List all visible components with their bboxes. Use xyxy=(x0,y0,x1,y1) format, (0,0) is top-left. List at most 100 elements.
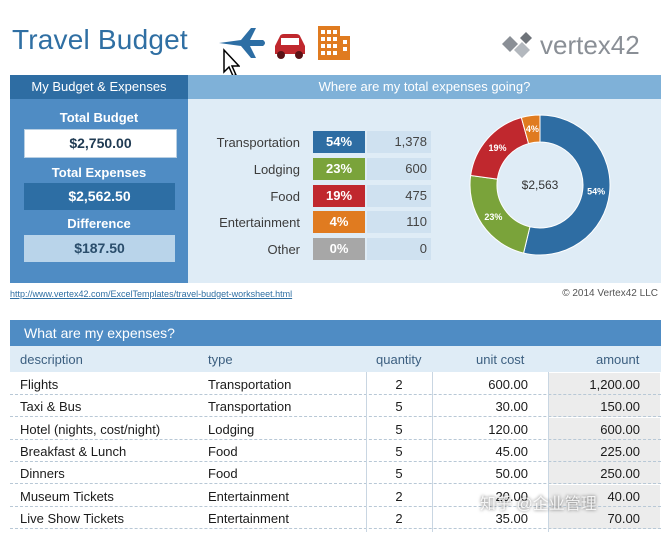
expense-amount[interactable]: 225.00 xyxy=(600,444,640,459)
donut-slice xyxy=(520,114,541,145)
expense-row[interactable] xyxy=(10,395,661,417)
expense-quantity[interactable]: 5 xyxy=(395,444,403,459)
expense-type[interactable]: Entertainment xyxy=(208,489,289,504)
total-budget-input[interactable]: $2,750.00 xyxy=(24,129,177,158)
expenses-donut-chart: 54% 23% 19% 4% $2,563 xyxy=(469,114,611,256)
category-percent: 23% xyxy=(313,158,365,180)
page-title: Travel Budget xyxy=(12,24,188,55)
expense-row[interactable] xyxy=(10,507,661,529)
expense-amount[interactable]: 600.00 xyxy=(600,422,640,437)
vertex42-logo-icon xyxy=(502,32,532,58)
expenses-table-header: What are my expenses? xyxy=(10,320,661,346)
amount-cell-bg xyxy=(548,418,660,440)
expense-unit-cost[interactable]: 45.00 xyxy=(495,444,528,459)
column-divider xyxy=(366,372,367,532)
expense-row[interactable] xyxy=(10,373,661,395)
watermark-text: 知乎 @企业管理 xyxy=(480,496,597,513)
category-value: 0 xyxy=(367,238,431,260)
building-icon xyxy=(318,26,350,60)
expense-row[interactable] xyxy=(10,418,661,440)
total-expenses-value: $2,562.50 xyxy=(24,183,175,210)
expense-description[interactable]: Hotel (nights, cost/night) xyxy=(20,422,161,437)
expense-quantity[interactable]: 5 xyxy=(395,422,403,437)
expense-quantity[interactable]: 2 xyxy=(395,377,403,392)
donut-center-total: $2,563 xyxy=(522,178,559,192)
expense-amount[interactable]: 1,200.00 xyxy=(589,377,640,392)
amount-cell-bg xyxy=(548,485,660,507)
expense-amount[interactable]: 150.00 xyxy=(600,399,640,414)
category-value: 1,378 xyxy=(367,131,431,153)
category-percent: 4% xyxy=(313,211,365,233)
expense-type[interactable]: Entertainment xyxy=(208,511,289,526)
expense-type[interactable]: Food xyxy=(208,444,238,459)
category-value: 110 xyxy=(367,211,431,233)
column-header-unit-cost: unit cost xyxy=(476,352,525,367)
category-name: Lodging xyxy=(253,162,300,177)
my-budget-header: My Budget & Expenses xyxy=(10,75,188,99)
column-header-type: type xyxy=(208,352,233,367)
expense-row[interactable] xyxy=(10,440,661,462)
category-name: Other xyxy=(267,242,300,257)
category-name: Transportation xyxy=(216,135,300,150)
expense-description[interactable]: Taxi & Bus xyxy=(20,399,82,414)
expense-type[interactable]: Lodging xyxy=(208,422,255,437)
column-header-amount: amount xyxy=(596,352,640,367)
expense-unit-cost[interactable]: 30.00 xyxy=(495,399,528,414)
total-budget-label: Total Budget xyxy=(59,110,139,125)
expense-description[interactable]: Live Show Tickets xyxy=(20,511,125,526)
column-divider xyxy=(548,372,549,532)
category-value: 475 xyxy=(367,185,431,207)
expense-quantity[interactable]: 5 xyxy=(395,466,403,481)
expense-description[interactable]: Dinners xyxy=(20,466,65,481)
expense-type[interactable]: Transportation xyxy=(208,399,292,414)
vertex42-template-link[interactable]: http://www.vertex42.com/ExcelTemplates/t… xyxy=(10,289,293,299)
brand-name: vertex42 xyxy=(540,30,640,60)
expense-unit-cost[interactable]: 600.00 xyxy=(488,377,528,392)
donut-slice-label: 54% xyxy=(587,187,605,197)
expense-amount[interactable]: 70.00 xyxy=(607,511,640,526)
column-header-quantity: quantity xyxy=(376,352,422,367)
category-percent: 19% xyxy=(313,185,365,207)
expense-type[interactable]: Food xyxy=(208,466,238,481)
expense-type[interactable]: Transportation xyxy=(208,377,292,392)
difference-label: Difference xyxy=(67,216,131,231)
expenses-breakdown-header: Where are my total expenses going? xyxy=(188,75,661,99)
amount-cell-bg xyxy=(548,373,660,395)
copyright-text: © 2014 Vertex42 LLC xyxy=(562,288,658,299)
category-name: Food xyxy=(270,189,300,204)
expense-row[interactable] xyxy=(10,462,661,484)
donut-slice-label: 23% xyxy=(484,212,502,222)
donut-slice xyxy=(522,114,611,256)
airplane-icon xyxy=(219,28,265,58)
column-divider xyxy=(432,372,433,532)
mouse-cursor-icon xyxy=(223,48,240,77)
expense-quantity[interactable]: 5 xyxy=(395,399,403,414)
expense-amount[interactable]: 40.00 xyxy=(607,489,640,504)
expense-quantity[interactable]: 2 xyxy=(395,489,403,504)
expense-quantity[interactable]: 2 xyxy=(395,511,403,526)
expense-description[interactable]: Museum Tickets xyxy=(20,489,114,504)
amount-cell-bg xyxy=(548,395,660,417)
donut-slice-label: 4% xyxy=(526,124,539,134)
donut-slice-label: 19% xyxy=(488,143,506,153)
category-percent: 0% xyxy=(313,238,365,260)
expense-description[interactable]: Breakfast & Lunch xyxy=(20,444,127,459)
difference-value: $187.50 xyxy=(24,235,175,262)
car-icon xyxy=(275,34,305,59)
expense-unit-cost[interactable]: 50.00 xyxy=(495,466,528,481)
expense-row[interactable] xyxy=(10,485,661,507)
amount-cell-bg xyxy=(548,440,660,462)
amount-cell-bg xyxy=(548,462,660,484)
expense-unit-cost[interactable]: 120.00 xyxy=(488,422,528,437)
expense-description[interactable]: Flights xyxy=(20,377,59,392)
total-expenses-label: Total Expenses xyxy=(51,165,147,180)
expense-unit-cost[interactable]: 35.00 xyxy=(495,511,528,526)
expense-unit-cost[interactable]: 20.00 xyxy=(495,489,528,504)
category-percent: 54% xyxy=(313,131,365,153)
amount-cell-bg xyxy=(548,507,660,529)
column-header-description: description xyxy=(20,352,83,367)
category-name: Entertainment xyxy=(219,215,300,230)
category-value: 600 xyxy=(367,158,431,180)
expense-amount[interactable]: 250.00 xyxy=(600,466,640,481)
column-header-row xyxy=(10,346,661,372)
